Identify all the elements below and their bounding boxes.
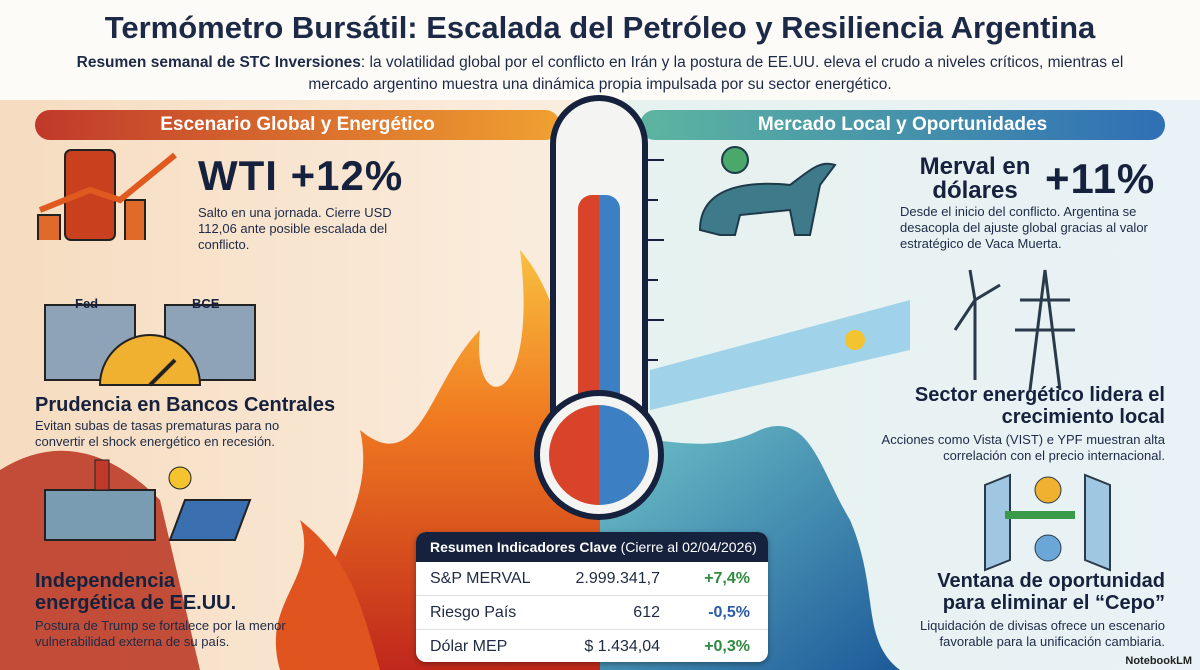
usa-title: Independencia energética de EE.UU. [35, 570, 237, 614]
table-cell: S&P MERVAL [430, 570, 531, 587]
cepo-text: Liquidación de divisas ofrece un escenar… [920, 618, 1165, 649]
wind-turbine [953, 269, 1001, 380]
bce-label: BCE [192, 296, 220, 311]
left-heading: Escenario Global y Energético [160, 114, 435, 135]
fed-label: Fed [75, 296, 99, 311]
factory [44, 489, 156, 541]
flag [650, 300, 910, 410]
bull [698, 162, 837, 236]
table-cell: 2.999.341,7 [575, 570, 660, 587]
subtitle-text: : la volatilidad global por el conflicto… [308, 54, 1124, 93]
table-cell: Riesgo País [430, 604, 517, 621]
subtitle: Resumen semanal de STC Inversiones: la v… [60, 52, 1140, 96]
sun [168, 466, 192, 490]
table-cell: Dólar MEP [430, 638, 508, 655]
table-row: Riesgo País 612 -0,5% [416, 596, 768, 630]
bars-icon [37, 199, 146, 240]
table-header: Resumen Indicadores Clave (Cierre al 02/… [416, 532, 768, 562]
brand: NotebookLM [1125, 655, 1192, 667]
table-row: Dólar MEP $ 1.434,04 +0,3% [416, 630, 768, 662]
coin-gate-2 [1034, 534, 1062, 562]
merval-title: Merval en dólares [919, 153, 1031, 204]
wti-text: Salto en una jornada. Cierre USD 112,06 … [198, 205, 392, 252]
right-heading: Mercado Local y Oportunidades [757, 114, 1048, 135]
banks-title: Prudencia en Bancos Centrales [35, 394, 336, 416]
oil-barrel [64, 149, 116, 241]
table-cell: -0,5% [708, 604, 750, 621]
gauge [98, 334, 202, 386]
left-band [35, 110, 560, 140]
right-band [640, 110, 1165, 140]
power-tower [1015, 269, 1075, 391]
rising-arrow [38, 152, 177, 213]
merval-text: Desde el inicio del conflicto. Argentina… [900, 204, 1148, 251]
coin-gate [1034, 476, 1062, 504]
bulb-mercury [549, 405, 649, 505]
cepo-title: Ventana de oportunidad para eliminar el … [937, 570, 1165, 614]
indicators-table: Resumen Indicadores Clave (Cierre al 02/… [416, 532, 768, 662]
subtitle-lead: Resumen semanal de STC Inversiones [76, 54, 361, 71]
table-cell: $ 1.434,04 [584, 638, 660, 655]
table-row: S&P MERVAL 2.999.341,7 +7,4% [416, 562, 768, 596]
table-cell: +7,4% [704, 570, 750, 587]
table-body: S&P MERVAL 2.999.341,7 +7,4% Riesgo País 612… [416, 562, 768, 662]
chimney [94, 459, 110, 491]
energy-title: Sector energético lidera el crecimiento … [914, 384, 1165, 428]
gate [984, 473, 1111, 572]
flag-sun [845, 330, 865, 350]
energy-text: Acciones como Vista (VIST) e YPF muestra… [881, 432, 1165, 463]
solar-panel [168, 499, 252, 541]
usa-text: Postura de Trump se fortalece por la men… [35, 618, 286, 649]
gauge-needle [148, 358, 177, 387]
table-title: Resumen Indicadores Clave [430, 539, 617, 555]
table-cell: 612 [633, 604, 660, 621]
table-cell: +0,3% [704, 638, 750, 655]
thermometer-scale [648, 159, 664, 361]
title: Termómetro Bursátil: Escalada del Petról… [104, 10, 1096, 45]
table-note: (Cierre al 02/04/2026) [620, 539, 757, 555]
coin [721, 146, 749, 174]
merval-figure: +11% [1045, 155, 1156, 202]
banks-text: Evitan subas de tasas prematuras para no… [35, 418, 280, 449]
wti-title: WTI +12% [198, 152, 404, 199]
fire-tongue [275, 520, 380, 670]
